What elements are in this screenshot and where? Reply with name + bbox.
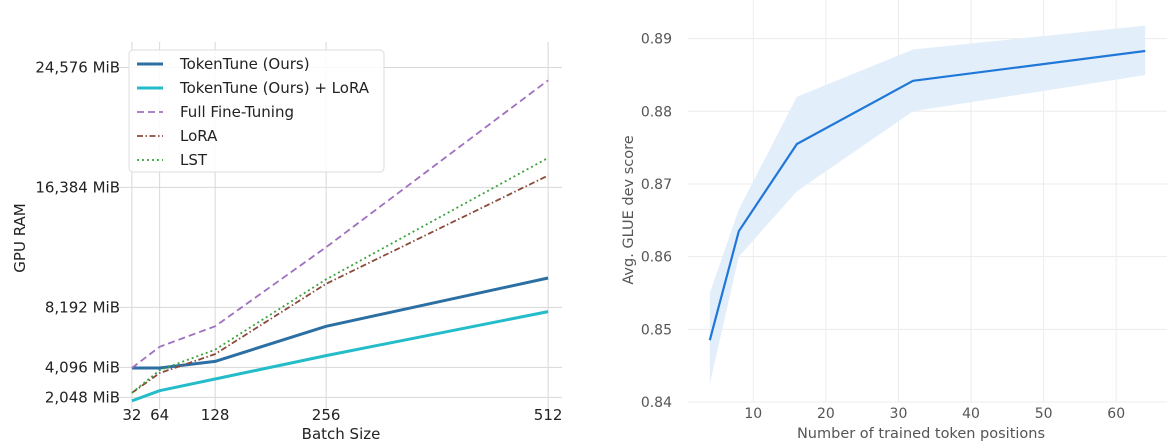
series-line-tokentune-ours-lora [131,310,549,403]
left-x-axis-label: Batch Size [302,425,381,443]
right-series [708,25,1146,384]
x-tick-label: 256 [312,406,341,424]
series-line-tokentune-ours [131,276,549,370]
y-tick-label: 0.86 [641,250,672,266]
y-tick-label: 0.84 [641,395,672,411]
y-tick-label: 8,192 MiB [45,298,120,316]
y-tick-label: 2,048 MiB [45,388,120,406]
x-tick-label: 10 [744,406,762,422]
series-line-lst [131,157,549,394]
left-y-tick-labels: 2,048 MiB 4,096 MiB 8,192 MiB 16,384 MiB 24,… [35,58,120,406]
legend-label-tokentune-ours-lora: TokenTune (Ours) + LoRA [179,79,370,97]
y-tick-label: 16,384 MiB [35,178,120,196]
left-series-lines [131,79,549,403]
y-tick-label: 0.85 [641,322,672,338]
series-line-full-fine-tuning [131,79,549,369]
left-x-tick-labels: 32 64 128 256 512 [122,406,562,424]
legend-box [128,49,385,173]
x-tick-label: 50 [1035,406,1053,422]
x-tick-label: 32 [122,406,141,424]
confidence-band [709,25,1146,384]
legend-label-lora: LoRA [180,127,218,145]
x-tick-label: 512 [534,406,563,424]
legend-label-full-fine-tuning: Full Fine-Tuning [180,103,294,121]
y-tick-label: 0.88 [641,104,672,120]
legend-label-lst: LST [180,151,208,169]
right-x-axis-label: Number of trained token positions [797,426,1045,442]
right-x-tick-labels: 10 20 30 40 50 60 [744,406,1125,422]
x-tick-label: 40 [962,406,980,422]
x-tick-label: 20 [817,406,835,422]
y-tick-label: 0.87 [641,177,672,193]
y-tick-label: 0.89 [641,32,672,48]
y-tick-label: 4,096 MiB [45,358,120,376]
x-tick-label: 64 [150,406,169,424]
x-tick-label: 30 [890,406,908,422]
x-tick-label: 128 [201,406,230,424]
x-tick-label: 60 [1107,406,1125,422]
score-line [708,49,1146,341]
series-line-lora [131,174,549,394]
left-y-axis-label: GPU RAM [11,203,29,272]
y-tick-label: 24,576 MiB [35,58,120,76]
right-y-axis-label: Avg. GLUE dev score [621,135,637,284]
left-legend: TokenTune (Ours) TokenTune (Ours) + LoRA F… [128,49,385,173]
right-y-tick-labels: 0.84 0.85 0.86 0.87 0.88 0.89 [641,32,672,411]
legend-label-tokentune-ours: TokenTune (Ours) [179,55,310,73]
